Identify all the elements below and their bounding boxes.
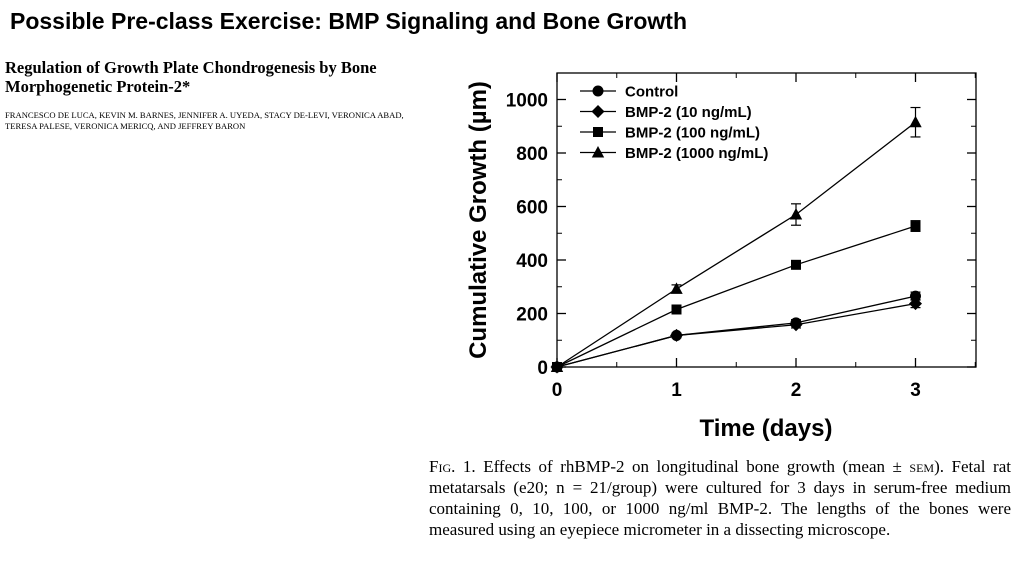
legend-marker — [591, 105, 605, 118]
figure-label: Fig. 1. — [429, 457, 476, 476]
legend-marker — [593, 127, 603, 137]
data-point — [791, 259, 801, 270]
legend-marker — [591, 146, 605, 158]
data-point — [671, 304, 682, 315]
series-line — [556, 121, 916, 368]
y-tick-label: 0 — [537, 358, 548, 379]
paper-title: Regulation of Growth Plate Chondrogenesi… — [5, 58, 377, 96]
legend-label: BMP-2 (10 ng/mL) — [625, 104, 752, 121]
x-tick-label: 3 — [910, 380, 921, 401]
y-tick-label: 600 — [516, 198, 548, 219]
caption-text-2: ). Fetal rat metatarsals (e20; n = 21/gr… — [429, 457, 1011, 539]
data-point — [909, 297, 922, 311]
slide-title: Possible Pre-class Exercise: BMP Signali… — [10, 8, 687, 34]
data-point — [670, 282, 683, 294]
series-line — [556, 302, 916, 368]
data-point — [789, 208, 803, 220]
data-point — [550, 360, 564, 372]
caption-text-1: Effects of rhBMP-2 on longitudinal bone … — [475, 457, 910, 476]
figure-caption: Fig. 1. Effects of rhBMP-2 on longitudin… — [429, 456, 1011, 540]
series-1 — [551, 290, 921, 373]
y-axis-label: Cumulative Growth (µm) — [465, 81, 492, 359]
y-tick-label: 200 — [516, 305, 548, 326]
x-tick-label: 0 — [552, 380, 563, 401]
data-point — [789, 318, 803, 332]
x-axis-label: Time (days) — [700, 415, 833, 442]
series-line — [556, 225, 916, 368]
data-point — [910, 221, 921, 232]
data-point — [670, 328, 683, 342]
legend-marker — [592, 85, 604, 97]
y-tick-label: 800 — [516, 144, 548, 165]
data-point — [910, 290, 921, 302]
paper-authors: FRANCESCO DE LUCA, KEVIN M. BARNES, JENN… — [5, 110, 404, 131]
plot-frame — [556, 72, 977, 368]
legend: Control BMP-2 (10 ng/mL) BMP-2 (100 ng/mL)… — [580, 84, 768, 162]
series-4 — [550, 106, 922, 372]
y-tick-label: 1000 — [506, 91, 548, 112]
legend-label: BMP-2 (1000 ng/mL) — [625, 145, 768, 162]
x-tick-label: 2 — [791, 380, 802, 401]
data-point — [909, 115, 922, 128]
series-2 — [550, 297, 922, 374]
series-3 — [552, 220, 921, 372]
legend-label: BMP-2 (100 ng/mL) — [625, 125, 760, 142]
y-tick-label: 400 — [516, 251, 548, 272]
legend-label: Control — [625, 84, 678, 101]
x-tick-label: 1 — [671, 380, 682, 401]
caption-sem: sem — [909, 457, 935, 476]
